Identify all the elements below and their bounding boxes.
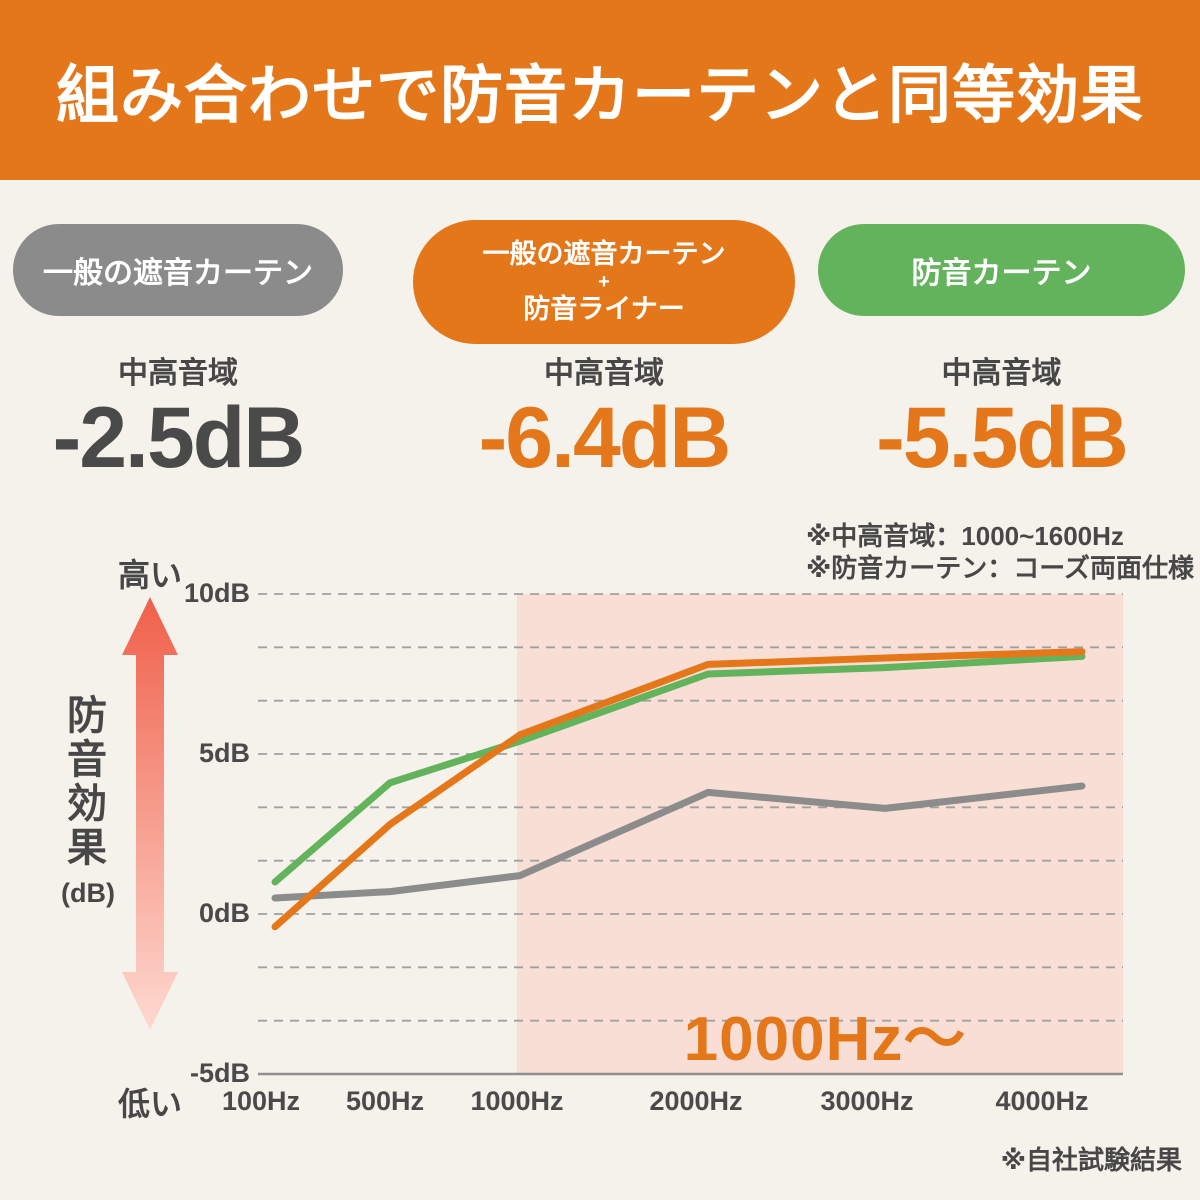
y-axis-unit: (dB) xyxy=(61,878,115,908)
measurement-notes: ※中高音域：1000~1600Hz ※防音カーテン：コーズ両面仕様 xyxy=(806,520,1194,584)
y-tick-label: -5dB xyxy=(190,1058,250,1088)
range-label: 中高音域 xyxy=(941,357,1062,390)
y-axis-title: 防音効果 xyxy=(67,694,107,870)
pill-general-curtain: 一般の遮音カーテン xyxy=(13,224,343,316)
highlight-zone-label: 1000Hz〜 xyxy=(683,1005,967,1074)
comparison-card-soundproof: 防音カーテン 中高音域 -5.5dB xyxy=(818,220,1185,520)
updown-arrow-icon xyxy=(122,597,178,1030)
attenuation-value: -5.5dB xyxy=(876,390,1129,486)
pill-label-line1: 一般の遮音カーテン xyxy=(482,239,726,269)
note-midhigh-range: ※中高音域：1000~1600Hz xyxy=(806,521,1124,551)
y-tick-label: 0dB xyxy=(198,898,250,928)
x-tick-label: 500Hz xyxy=(345,1086,425,1116)
series-line-2 xyxy=(271,652,1086,886)
note-soundproof-spec: ※防音カーテン：コーズ両面仕様 xyxy=(806,553,1194,583)
series-line-1 xyxy=(271,648,1086,931)
attenuation-value: -6.4dB xyxy=(478,390,732,486)
chart-series xyxy=(271,648,1086,931)
plus-sign: + xyxy=(598,271,610,293)
pill-label-line2: 防音ライナー xyxy=(523,294,685,324)
footnote: ※自社試験結果 xyxy=(1000,1145,1182,1175)
y-tick-label: 10dB xyxy=(183,578,250,608)
x-tick-label: 4000Hz xyxy=(995,1086,1089,1116)
pill-label: 防音カーテン xyxy=(911,257,1092,290)
y-tick-label: 5dB xyxy=(198,738,250,768)
pill-curtain-plus-liner: 一般の遮音カーテン + 防音ライナー xyxy=(413,220,795,344)
header-banner: 組み合わせで防音カーテンと同等効果 xyxy=(0,0,1200,180)
axis-low-label: 低い xyxy=(117,1086,182,1122)
x-tick-label: 2000Hz xyxy=(649,1086,743,1116)
comparison-card-general: 一般の遮音カーテン 中高音域 -2.5dB xyxy=(13,220,343,520)
x-tick-label: 3000Hz xyxy=(820,1086,914,1116)
comparison-card-liner-combo: 一般の遮音カーテン + 防音ライナー 中高音域 -6.4dB xyxy=(413,220,795,520)
pill-soundproof-curtain: 防音カーテン xyxy=(818,224,1185,316)
grid-lines xyxy=(258,593,1123,1022)
axis-high-label: 高い xyxy=(117,557,182,593)
range-label: 中高音域 xyxy=(544,357,664,390)
attenuation-value: -2.5dB xyxy=(52,390,306,486)
x-tick-label: 100Hz xyxy=(221,1086,301,1116)
page-title: 組み合わせで防音カーテンと同等効果 xyxy=(56,60,1144,131)
series-line-0 xyxy=(271,782,1086,902)
x-tick-label: 1000Hz xyxy=(470,1086,564,1116)
range-label: 中高音域 xyxy=(118,357,238,390)
pill-label: 一般の遮音カーテン xyxy=(43,257,313,290)
